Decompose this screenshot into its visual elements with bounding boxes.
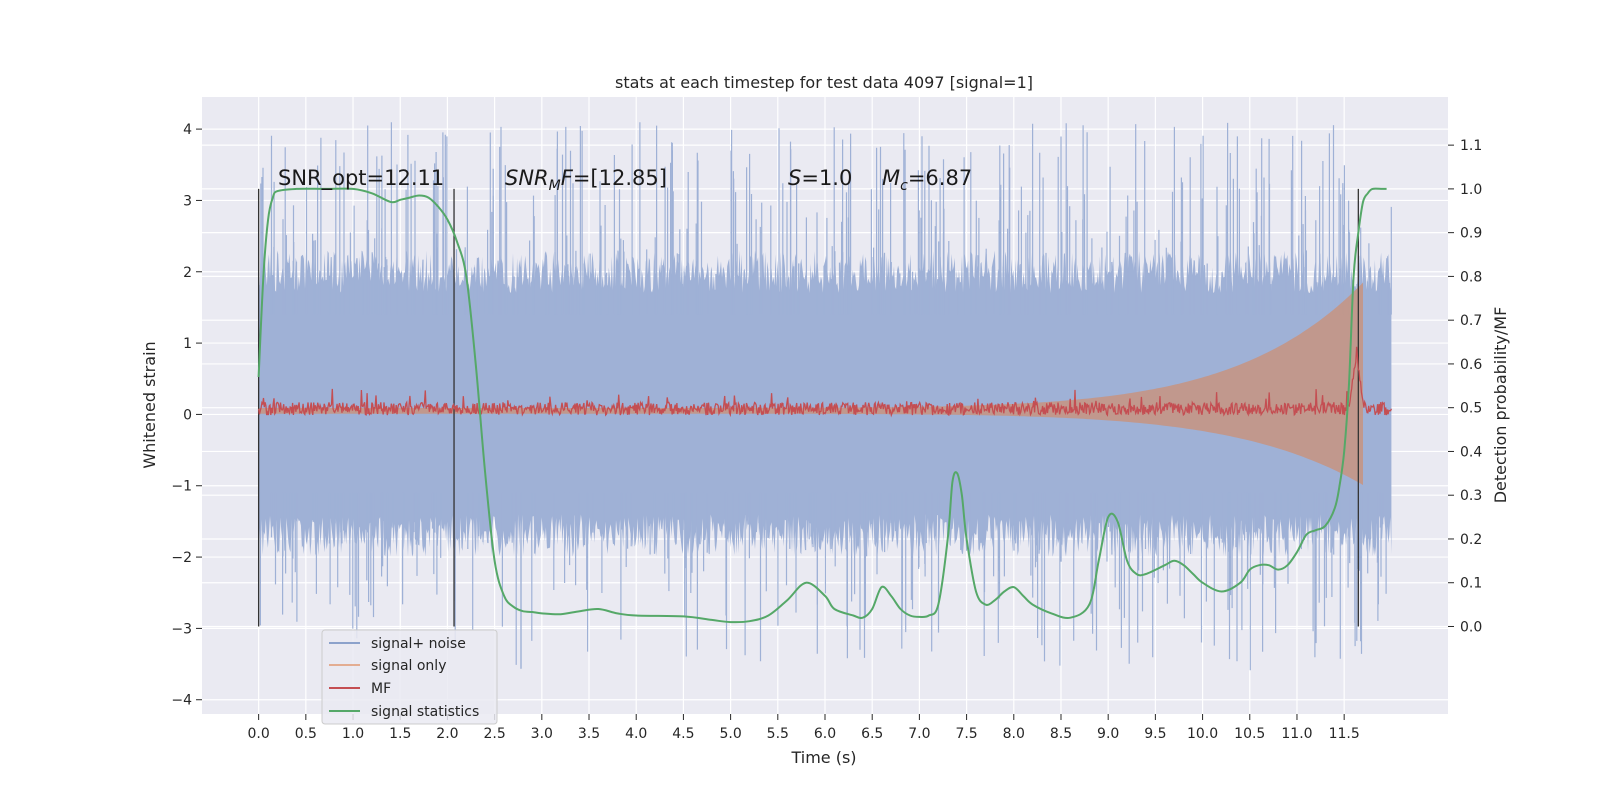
y-axis-right-label: Detection probability/MF (1491, 307, 1510, 504)
y-axis-right-ticks: 1.1 1.0 0.9 0.8 0.7 0.6 0.5 0.4 0.3 0.2 0.1 0.0 (1448, 138, 1482, 635)
legend-label-mf: MF (371, 681, 391, 697)
y-tick-label: −1 (171, 479, 192, 495)
annotation-mc: Mc=6.87 (882, 166, 972, 194)
x-tick-label: 8.5 (1050, 726, 1072, 742)
y-tick-label: 0 (183, 407, 192, 423)
y-right-tick-label: 0.5 (1460, 401, 1482, 417)
x-tick-label: 11.5 (1329, 726, 1360, 742)
x-tick-label: 1.5 (389, 726, 411, 742)
y-right-tick-label: 0.0 (1460, 619, 1482, 635)
x-tick-label: 5.5 (767, 726, 789, 742)
x-tick-label: 11.0 (1281, 726, 1312, 742)
y-right-tick-label: 0.4 (1460, 444, 1482, 460)
legend: signal+ noise signal only MF signal stat… (321, 629, 498, 725)
x-tick-label: 0.0 (248, 726, 270, 742)
y-tick-label: −4 (171, 693, 192, 709)
series-signal-noise-spikes (259, 122, 1392, 671)
y-tick-label: 4 (183, 122, 192, 138)
annotation-snr-mf: SNRMF=[12.85] (505, 166, 667, 194)
x-tick-label: 3.0 (531, 726, 553, 742)
x-axis-ticks: 0.0 0.5 1.0 1.5 2.0 2.5 3.0 3.5 4.0 4.5 5.0 5.5 6.0 6… (248, 714, 1360, 742)
x-axis-label: Time (s) (790, 748, 856, 767)
annotation-snr-opt: SNR_opt=12.11 (278, 166, 444, 191)
y-right-tick-label: 0.8 (1460, 269, 1482, 285)
x-tick-label: 3.5 (578, 726, 600, 742)
x-tick-label: 2.0 (436, 726, 458, 742)
y-right-tick-label: 0.7 (1460, 313, 1482, 329)
y-right-tick-label: 0.9 (1460, 226, 1482, 242)
legend-label-signal-only: signal only (371, 658, 446, 674)
legend-label-signal-noise: signal+ noise (371, 636, 466, 652)
y-axis-left-ticks: 4 3 2 1 0 −1 −2 −3 −4 (171, 122, 202, 709)
x-tick-label: 0.5 (295, 726, 317, 742)
y-right-tick-label: 0.1 (1460, 576, 1482, 592)
y-axis-left-label: Whitened strain (140, 341, 159, 468)
x-tick-label: 6.5 (861, 726, 883, 742)
chart-title: stats at each timestep for test data 409… (615, 73, 1033, 92)
x-tick-label: 5.0 (719, 726, 741, 742)
x-tick-label: 7.5 (955, 726, 977, 742)
y-tick-label: −2 (171, 550, 192, 566)
x-tick-label: 1.0 (342, 726, 364, 742)
x-tick-label: 4.0 (625, 726, 647, 742)
y-tick-label: 1 (183, 336, 192, 352)
x-tick-label: 6.0 (814, 726, 836, 742)
x-tick-label: 7.0 (908, 726, 930, 742)
y-tick-label: −3 (171, 621, 192, 637)
series-signal-statistics (257, 187, 1387, 624)
y-right-tick-label: 1.1 (1460, 138, 1482, 154)
annotation-s: S=1.0 (788, 166, 852, 190)
x-tick-label: 9.0 (1097, 726, 1119, 742)
y-right-tick-label: 0.3 (1460, 488, 1482, 504)
x-tick-label: 2.5 (483, 726, 505, 742)
y-right-tick-label: 0.6 (1460, 357, 1482, 373)
x-tick-label: 8.0 (1003, 726, 1025, 742)
y-tick-label: 3 (183, 193, 192, 209)
x-tick-label: 4.5 (672, 726, 694, 742)
legend-label-signal-statistics: signal statistics (371, 704, 479, 720)
y-tick-label: 2 (183, 265, 192, 281)
y-right-tick-label: 0.2 (1460, 532, 1482, 548)
x-tick-label: 10.0 (1187, 726, 1218, 742)
x-tick-label: 10.5 (1234, 726, 1265, 742)
series-mf (257, 346, 1393, 418)
series-signal-noise-band (258, 250, 1392, 557)
legend-box (321, 629, 498, 725)
y-right-tick-label: 1.0 (1460, 182, 1482, 198)
x-tick-label: 9.5 (1144, 726, 1166, 742)
